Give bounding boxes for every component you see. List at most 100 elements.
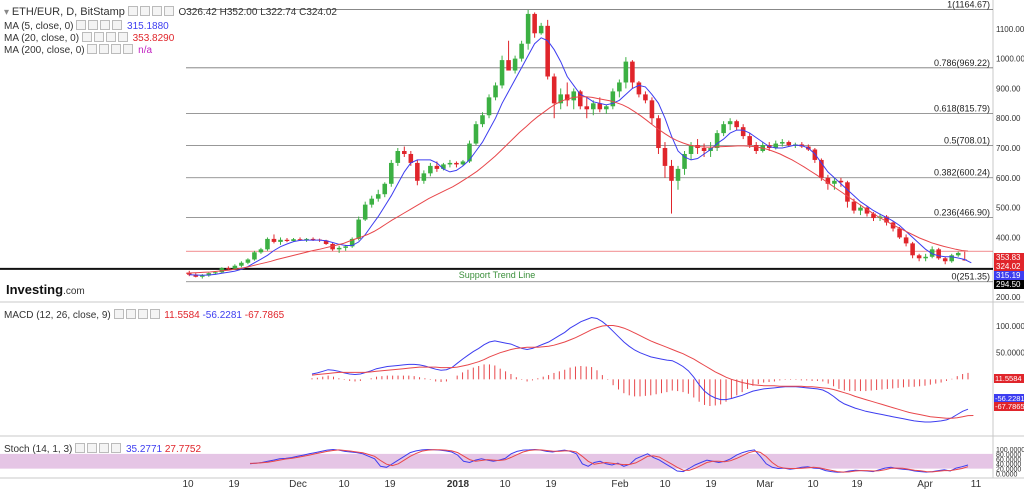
- candle-body: [714, 133, 720, 149]
- settings-box[interactable]: [99, 443, 110, 453]
- x-tick-label: 11: [971, 479, 982, 490]
- settings-box[interactable]: [117, 32, 128, 42]
- settings-box[interactable]: [75, 443, 86, 453]
- candle-body: [858, 207, 863, 211]
- settings-box[interactable]: [111, 443, 122, 453]
- candle-body: [330, 243, 335, 250]
- y-tick-label: 500.00: [996, 204, 1021, 213]
- macd-badge: [994, 402, 1024, 411]
- candle-body: [356, 219, 361, 239]
- support-trend-label: Support Trend Line: [459, 270, 536, 280]
- settings-box[interactable]: [81, 32, 92, 42]
- candle-body: [245, 259, 251, 263]
- candle-body: [532, 13, 537, 34]
- y-tick-label: 60.0000: [996, 457, 1021, 464]
- candle-body: [200, 275, 205, 277]
- settings-box[interactable]: [111, 44, 122, 54]
- settings-box[interactable]: [149, 309, 160, 319]
- settings-box[interactable]: [139, 6, 150, 16]
- candle-body: [656, 118, 661, 149]
- y-tick-label: 0.0000: [996, 472, 1018, 479]
- candle-body: [916, 255, 922, 259]
- candle-body: [304, 238, 309, 240]
- fibonacci-label: 0.5(708.01): [944, 136, 990, 146]
- candle-body: [903, 237, 909, 244]
- settings-box[interactable]: [87, 443, 98, 453]
- settings-box[interactable]: [88, 20, 99, 30]
- candle-body: [219, 268, 225, 273]
- x-tick-label: 19: [545, 479, 557, 490]
- candle-body: [747, 136, 752, 146]
- candle-body: [890, 222, 896, 229]
- ma20-line: [185, 96, 969, 274]
- candle-body: [467, 143, 472, 162]
- candle-body: [669, 165, 674, 181]
- y-tick-label: 1000.00: [996, 55, 1024, 64]
- x-tick-label: 10: [182, 479, 194, 490]
- price-badge: [994, 271, 1024, 280]
- macd-badge-label: -56.2281: [995, 394, 1024, 403]
- candle-body: [297, 239, 303, 241]
- macd-line: [311, 316, 969, 423]
- settings-box[interactable]: [127, 6, 138, 16]
- candle-body: [206, 273, 212, 276]
- candle-body: [193, 274, 199, 277]
- ma200-value: n/a: [138, 45, 153, 56]
- x-tick-label: 19: [851, 479, 863, 490]
- price-badge-label: 324.02: [996, 262, 1021, 271]
- x-tick-label: 19: [228, 479, 240, 490]
- settings-box[interactable]: [163, 6, 174, 16]
- candle-body: [252, 252, 257, 260]
- ma5-legend: MA (5, close, 0) 315.1880: [4, 20, 169, 32]
- candle-body: [239, 262, 244, 266]
- settings-box[interactable]: [112, 20, 123, 30]
- y-axis-strip: [993, 0, 1024, 492]
- candle-body: [323, 240, 329, 244]
- candle-body: [721, 124, 726, 134]
- candle-body: [630, 61, 635, 83]
- candle-body: [447, 162, 453, 165]
- candle-body: [278, 239, 283, 242]
- settings-box[interactable]: [105, 32, 116, 42]
- x-tick-label: Mar: [756, 479, 774, 490]
- settings-box[interactable]: [99, 44, 110, 54]
- x-tick-label: Dec: [289, 479, 307, 490]
- candle-body: [512, 58, 518, 71]
- settings-box[interactable]: [93, 32, 104, 42]
- x-tick-label: Feb: [611, 479, 629, 490]
- candle-body: [786, 142, 792, 146]
- candle-body: [604, 106, 609, 110]
- candle-body: [349, 238, 355, 247]
- settings-box[interactable]: [123, 44, 134, 54]
- settings-box[interactable]: [113, 309, 124, 319]
- y-tick-label: 100.0000: [996, 322, 1024, 331]
- candle-body: [597, 103, 603, 110]
- candle-body: [740, 127, 746, 137]
- settings-box[interactable]: [125, 309, 136, 319]
- candle-body: [506, 60, 511, 71]
- y-tick-label: 200.00: [996, 293, 1021, 302]
- settings-box[interactable]: [87, 44, 98, 54]
- y-tick-label: 900.00: [996, 84, 1021, 93]
- y-tick-label: 700.00: [996, 144, 1021, 153]
- candle-body: [375, 194, 381, 199]
- candle-body: [226, 268, 231, 270]
- price-badge-label: 353.83: [996, 253, 1021, 262]
- stoch-band: [0, 453, 993, 469]
- settings-box[interactable]: [76, 20, 87, 30]
- settings-box[interactable]: [137, 309, 148, 319]
- settings-box[interactable]: [151, 6, 162, 16]
- settings-box[interactable]: [100, 20, 111, 30]
- fibonacci-label: 0.786(969.22): [934, 58, 990, 68]
- candle-body: [473, 124, 479, 144]
- candle-body: [382, 183, 388, 195]
- candle-body: [929, 249, 935, 257]
- candle-body: [838, 180, 844, 183]
- macd-legend: MACD (12, 26, close, 9) 11.5584 -56.2281…: [4, 309, 285, 321]
- candle-body: [662, 148, 668, 166]
- price-badge: [994, 253, 1024, 262]
- candle-body: [388, 162, 394, 184]
- macd-badge-label: 11.5584: [995, 374, 1022, 383]
- y-tick-label: 1100.00: [996, 25, 1024, 34]
- y-tick-label: 400.00: [996, 233, 1021, 242]
